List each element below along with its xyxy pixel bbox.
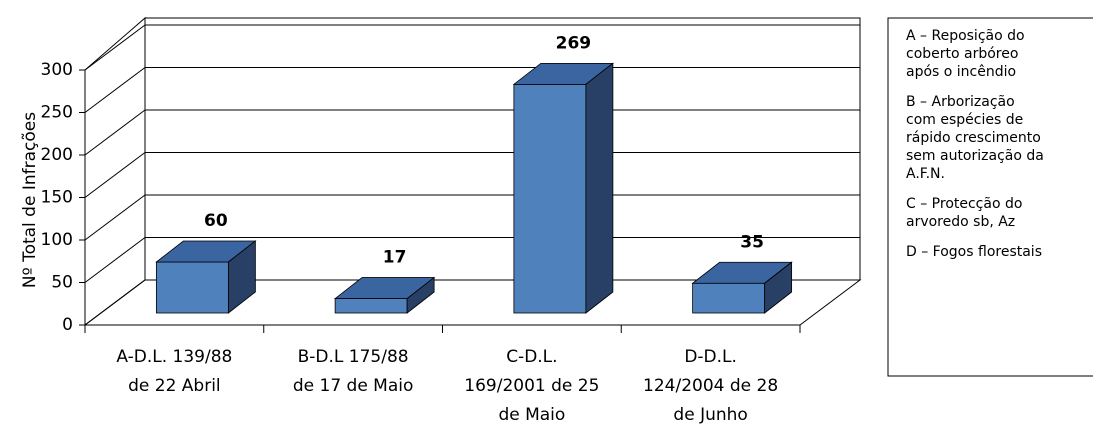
x-tick-label: de 17 de Maio [293, 376, 414, 396]
x-tick-label: de Maio [498, 405, 565, 425]
legend-text: com espécies de [906, 112, 1023, 128]
legend-text: coberto arbóreo [906, 46, 1018, 62]
bar [513, 83, 587, 314]
y-tick-label: 300 [41, 60, 73, 80]
x-tick-label: 169/2001 de 25 [464, 376, 599, 396]
y-tick-label: 200 [41, 145, 73, 165]
legend-text: sem autorização da [906, 148, 1044, 164]
bar [692, 282, 766, 314]
bar [155, 261, 229, 314]
grid-line [84, 194, 146, 241]
value-label: 17 [383, 248, 407, 268]
x-tick-label: A-D.L. 139/88 [116, 347, 232, 367]
value-label: 35 [740, 232, 764, 252]
bar-side [406, 276, 435, 314]
value-label: 60 [204, 211, 228, 231]
x-tick-label: C-D.L. [506, 347, 557, 367]
value-label: 269 [556, 33, 592, 53]
grid-line [84, 279, 146, 326]
legend-text: C – Protecção do [906, 196, 1022, 212]
y-tick-label: 100 [41, 230, 73, 250]
legend-text: B – Arborização [906, 94, 1015, 110]
legend-text: D – Fogos florestais [906, 244, 1042, 260]
grid-line [84, 237, 146, 283]
legend-box [887, 17, 1093, 377]
grid-line [84, 24, 146, 71]
y-axis-label: Nº Total de Infrações [20, 112, 40, 288]
y-tick-label: 50 [51, 273, 73, 293]
x-tick-label: de 22 Abril [128, 376, 221, 396]
legend-text: arvoredo sb, Az [906, 214, 1015, 230]
legend-text: após o incêndio [906, 64, 1016, 80]
legend-text: A – Reposição do [906, 28, 1025, 44]
legend-text: A.F.N. [906, 166, 945, 182]
bar-side [227, 240, 256, 314]
grid-line [84, 109, 146, 156]
x-tick-label: B-D.L 175/88 [298, 347, 409, 367]
legend-text: rápido crescimento [906, 130, 1041, 146]
grid-line [84, 67, 146, 113]
x-tick-label: D-D.L. [684, 347, 737, 367]
bar [334, 298, 408, 314]
bar-side [585, 62, 614, 314]
y-tick-label: 150 [41, 188, 73, 208]
grid-line [84, 152, 146, 198]
bar-side [764, 261, 793, 314]
x-tick-label: 124/2004 de 28 [643, 376, 778, 396]
side-wall [84, 16, 146, 326]
x-tick-label: de Junho [673, 405, 747, 425]
y-tick-label: 0 [62, 315, 73, 335]
y-tick-label: 250 [41, 103, 73, 123]
